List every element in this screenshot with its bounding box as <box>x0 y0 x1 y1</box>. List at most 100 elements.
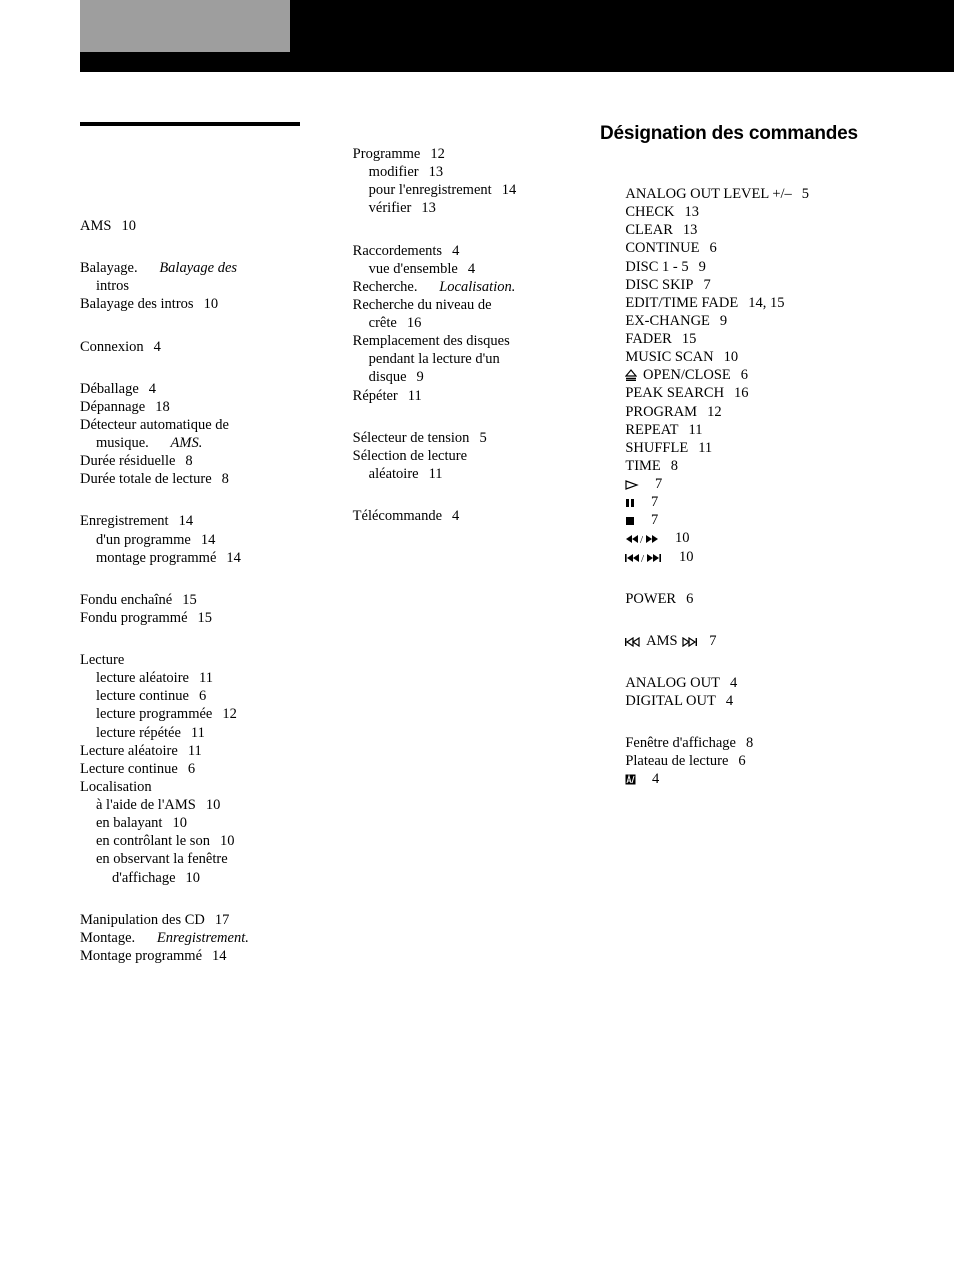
index-group: AMS 7 <box>625 632 894 650</box>
index-row: / 10 <box>625 529 894 547</box>
index-row: Enregistrement14 <box>80 512 325 530</box>
index-page: 13 <box>673 222 698 238</box>
index-text: TIME <box>625 458 660 474</box>
index-text: Détecteur automatique de <box>80 417 229 433</box>
index-row: Manipulation des CD17 <box>80 911 325 929</box>
svg-text:/: / <box>640 534 644 544</box>
stop-icon <box>625 512 637 528</box>
index-text: à l'aide de l'AMS <box>96 797 196 813</box>
index-group: Connexion4 <box>80 338 325 356</box>
index-page: 14 <box>202 948 227 964</box>
index-row: EDIT/TIME FADE14, 15 <box>625 294 894 312</box>
index-text: Montage. <box>80 930 135 946</box>
index-reference: AMS. <box>171 435 203 451</box>
index-page: 11 <box>189 670 213 686</box>
index-row: CLEAR13 <box>625 221 894 239</box>
index-group: Fondu enchaîné15Fondu programmé15 <box>80 591 325 627</box>
index-page: 7 <box>641 512 658 528</box>
index-group: POWER6 <box>625 590 894 608</box>
index-page: 18 <box>145 399 170 415</box>
index-row: montage programmé14 <box>80 549 325 567</box>
index-row: Recherche du niveau de <box>353 296 598 314</box>
index-page: 4 <box>139 381 156 397</box>
index-row: Détecteur automatique de <box>80 416 325 434</box>
index-row: Télécommande4 <box>353 507 598 525</box>
index-page: 10 <box>714 349 739 365</box>
index-row: Plateau de lecture6 <box>625 752 894 770</box>
index-page: 15 <box>188 610 213 626</box>
index-page: 5 <box>469 430 486 446</box>
index-page: 11 <box>178 743 202 759</box>
index-text: AMS <box>80 218 111 234</box>
index-page: 12 <box>212 706 237 722</box>
index-text: Programme <box>353 146 421 162</box>
index-text: d'affichage <box>112 870 176 886</box>
index-text: Télécommande <box>353 508 442 524</box>
index-row: Sélection de lecture <box>353 447 598 465</box>
index-text: lecture continue <box>96 688 189 704</box>
index-row: vue d'ensemble4 <box>353 260 598 278</box>
index-page: 6 <box>178 761 195 777</box>
index-row: ANALOG OUT LEVEL +/–5 <box>625 185 894 203</box>
index-page: 9 <box>689 259 706 275</box>
index-text: EX-CHANGE <box>625 313 710 329</box>
index-row: d'affichage10 <box>80 869 325 887</box>
index-page: 7 <box>641 494 658 510</box>
index-text: disque <box>369 369 407 385</box>
index-page: 10 <box>162 815 187 831</box>
index-group: Manipulation des CD17Montage. Enregistre… <box>80 911 325 965</box>
index-text: en observant la fenêtre <box>96 851 228 867</box>
index-row: lecture continue6 <box>80 687 325 705</box>
section-rule <box>80 122 300 126</box>
eject-icon <box>625 367 639 383</box>
index-text: Enregistrement <box>80 513 169 529</box>
index-row: à l'aide de l'AMS10 <box>80 796 325 814</box>
index-text: d'un programme <box>96 532 191 548</box>
index-page: 9 <box>710 313 727 329</box>
index-text: Fondu programmé <box>80 610 188 626</box>
index-text: Dépannage <box>80 399 145 415</box>
index-text: pour l'enregistrement <box>369 182 492 198</box>
index-text: lecture aléatoire <box>96 670 189 686</box>
index-row: AMS10 <box>80 217 325 235</box>
index-page: 8 <box>175 453 192 469</box>
index-page: 16 <box>724 385 749 401</box>
index-row: 7 <box>625 493 894 511</box>
index-page: 7 <box>693 277 710 293</box>
index-text: CHECK <box>625 204 674 220</box>
index-group: Sélecteur de tension5Sélection de lectur… <box>353 429 598 483</box>
index-row: Balayage. Balayage des <box>80 259 325 277</box>
index-row: en observant la fenêtre <box>80 850 325 868</box>
index-text: Plateau de lecture <box>625 753 728 769</box>
index-row: / 10 <box>625 548 894 566</box>
index-page: 11 <box>679 422 703 438</box>
index-text: SHUFFLE <box>625 440 688 456</box>
index-text: Fondu enchaîné <box>80 592 172 608</box>
index-page: 7 <box>699 633 716 649</box>
index-text: REPEAT <box>625 422 678 438</box>
index-row: Lecture continue6 <box>80 760 325 778</box>
index-page: 8 <box>661 458 678 474</box>
index-row: DISC 1 - 59 <box>625 258 894 276</box>
index-text: DIGITAL OUT <box>625 693 716 709</box>
index-row: Raccordements4 <box>353 242 598 260</box>
index-text: Remplacement des disques <box>353 333 510 349</box>
index-text: vérifier <box>369 200 412 216</box>
index-row: Dépannage18 <box>80 398 325 416</box>
index-row: ANALOG OUT4 <box>625 674 894 692</box>
index-row: MUSIC SCAN10 <box>625 348 894 366</box>
index-row: intros <box>80 277 325 295</box>
index-text: CLEAR <box>625 222 673 238</box>
index-page: 4 <box>442 508 459 524</box>
index-row: d'un programme14 <box>80 531 325 549</box>
index-text: Balayage des intros <box>80 296 194 312</box>
page: Désignation des commandes AMS10Balayage.… <box>0 0 954 1274</box>
index-text: Montage programmé <box>80 948 202 964</box>
index-row: AMS 7 <box>625 632 894 650</box>
index-row: modifier13 <box>353 163 598 181</box>
index-page: 9 <box>407 369 424 385</box>
index-text: musique. <box>96 435 149 451</box>
index-group: Raccordements4vue d'ensemble4Recherche. … <box>353 242 598 405</box>
index-text: vue d'ensemble <box>369 261 458 277</box>
index-page: 4 <box>716 693 733 709</box>
